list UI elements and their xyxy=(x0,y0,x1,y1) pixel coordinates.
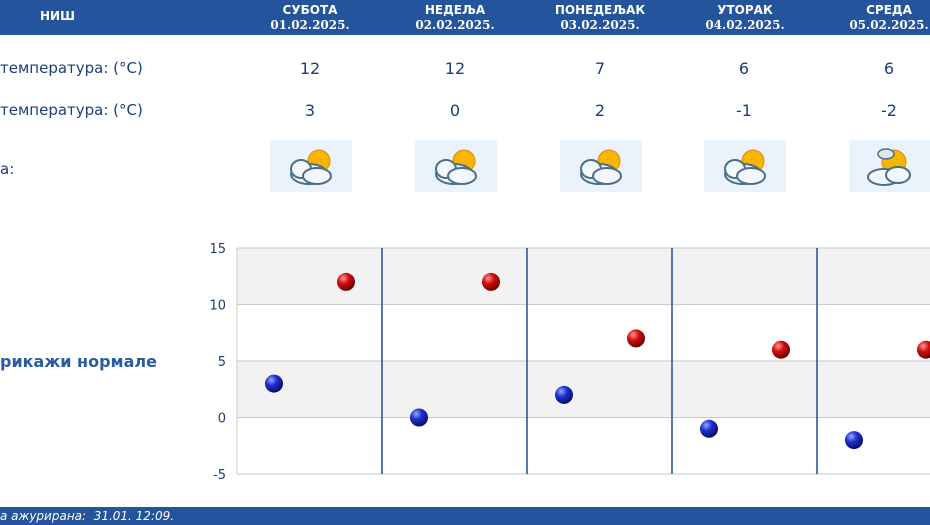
min-temp-point xyxy=(700,419,718,438)
max-temp-value: 7 xyxy=(594,59,606,78)
min-temp-point xyxy=(845,431,863,450)
min-temp-value: 2 xyxy=(594,101,606,120)
y-tick-label: 0 xyxy=(218,412,226,427)
min-temp-point xyxy=(410,408,428,427)
day-name: СРЕДА xyxy=(866,3,912,17)
day-dividers xyxy=(381,248,818,474)
show-normals-link[interactable]: рикажи нормале xyxy=(0,352,157,371)
update-footer: а ажурирана: 31.01. 12:09. xyxy=(0,507,930,525)
sun-behind-cloud-icon xyxy=(849,140,930,192)
day-name: ПОНЕДЕЉАК xyxy=(554,3,646,17)
y-tick-label: 10 xyxy=(209,299,226,314)
max-temp-label: температура: (°C) xyxy=(0,59,143,77)
max-temp-point xyxy=(627,329,645,348)
min-temp-point xyxy=(265,374,283,393)
partly-cloudy-icon xyxy=(415,140,497,192)
plot-band xyxy=(237,361,930,418)
day-header-3: ПОНЕДЕЉАК 03.02.2025. xyxy=(545,3,655,33)
plot-band xyxy=(237,304,930,361)
day-header-5: СРЕДА 05.02.2025. xyxy=(834,3,930,33)
day-date: 04.02.2025. xyxy=(705,18,785,32)
day-name: НЕДЕЉА xyxy=(424,3,486,17)
max-temp-point xyxy=(917,340,930,359)
plot-band xyxy=(237,417,930,474)
min-temp-value: -1 xyxy=(736,101,752,120)
max-temp-point xyxy=(482,272,500,291)
max-temp-value: 12 xyxy=(444,59,466,78)
day-header-1: СУБОТА 01.02.2025. xyxy=(255,3,365,33)
min-temp-point xyxy=(555,385,573,404)
partly-cloudy-icon xyxy=(560,140,642,192)
min-temp-label: температура: (°C) xyxy=(0,101,143,119)
min-temp-value: -2 xyxy=(881,101,897,120)
day-name: СУБОТА xyxy=(282,3,338,17)
y-tick-label: 5 xyxy=(218,355,226,370)
grid-lines xyxy=(236,247,930,475)
forecast-header: НИШ СУБОТА 01.02.2025. НЕДЕЉА 02.02.2025… xyxy=(0,0,930,35)
max-temp-point xyxy=(337,272,355,291)
city-name: НИШ xyxy=(40,9,75,23)
min-temp-value: 3 xyxy=(304,101,316,120)
last-updated-text: а ажурирана: 31.01. 12:09. xyxy=(0,509,175,523)
data-points xyxy=(265,272,930,450)
day-date: 05.02.2025. xyxy=(849,18,929,32)
day-date: 01.02.2025. xyxy=(270,18,350,32)
max-temp-point xyxy=(772,340,790,359)
weather-label: а: xyxy=(0,160,15,178)
max-temp-value: 12 xyxy=(299,59,321,78)
day-header-4: УТОРАК 04.02.2025. xyxy=(690,3,800,33)
day-name: УТОРАК xyxy=(717,3,773,17)
day-date: 02.02.2025. xyxy=(415,18,495,32)
day-date: 03.02.2025. xyxy=(560,18,640,32)
y-tick-label: 15 xyxy=(209,242,226,257)
y-tick-labels: 15 10 5 0 -5 xyxy=(209,242,226,483)
max-temp-value: 6 xyxy=(738,59,750,78)
partly-cloudy-icon xyxy=(270,140,352,192)
max-temp-value: 6 xyxy=(883,59,895,78)
min-temp-value: 0 xyxy=(449,101,461,120)
day-header-2: НЕДЕЉА 02.02.2025. xyxy=(400,3,510,33)
y-tick-label: -5 xyxy=(213,468,226,483)
partly-cloudy-icon xyxy=(704,140,786,192)
